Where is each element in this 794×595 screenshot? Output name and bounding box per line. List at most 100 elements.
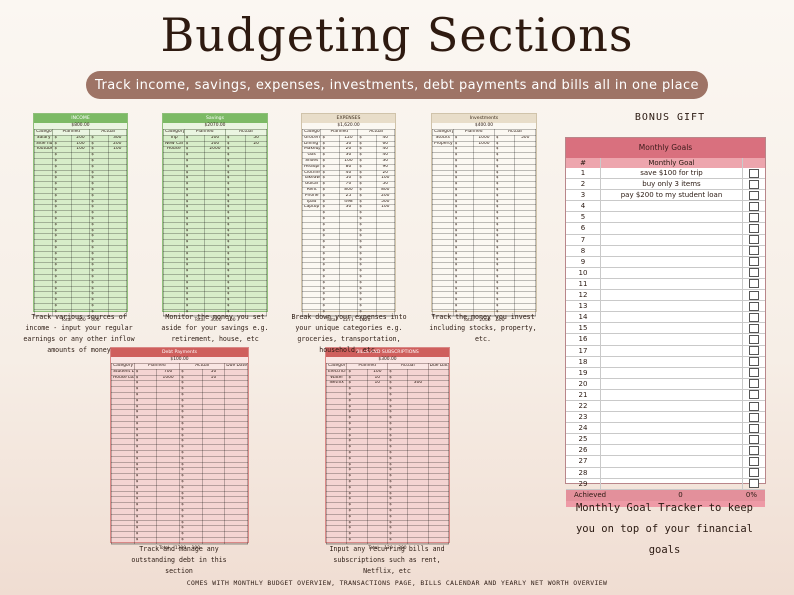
table-cell[interactable] xyxy=(245,169,267,177)
investments-sheet[interactable]: Investments $400.00 Category Planned Actual S… xyxy=(431,113,537,323)
table-cell[interactable] xyxy=(156,507,180,515)
table-cell[interactable]: Shoes xyxy=(301,158,322,165)
table-cell[interactable]: 20 xyxy=(375,169,396,177)
goal-text[interactable] xyxy=(601,456,743,467)
table-cell[interactable] xyxy=(514,308,536,316)
table-cell[interactable] xyxy=(375,215,396,223)
table-cell[interactable] xyxy=(514,181,536,188)
goal-text[interactable] xyxy=(601,234,743,245)
goal-checkbox[interactable] xyxy=(749,445,759,455)
goal-text[interactable] xyxy=(601,345,743,356)
table-cell[interactable] xyxy=(245,210,267,217)
goal-row[interactable]: 14 xyxy=(566,312,765,324)
goal-text[interactable] xyxy=(601,267,743,278)
table-cell[interactable] xyxy=(514,158,536,165)
goal-text[interactable] xyxy=(601,201,743,212)
table-cell[interactable] xyxy=(245,181,267,188)
table-cell[interactable] xyxy=(514,146,536,154)
table-cell[interactable] xyxy=(107,227,128,235)
table-row[interactable]: $ $ xyxy=(325,397,450,405)
table-row[interactable]: $ $ xyxy=(33,308,128,316)
table-cell[interactable] xyxy=(514,244,536,252)
goal-checkbox[interactable] xyxy=(749,323,759,333)
goal-row[interactable]: 17 xyxy=(566,345,765,357)
table-cell[interactable]: 100 xyxy=(375,204,396,212)
goal-checkbox[interactable] xyxy=(749,379,759,389)
table-row[interactable]: $ $ xyxy=(33,186,128,194)
goal-row[interactable]: 9 xyxy=(566,256,765,268)
table-row[interactable]: $ $ xyxy=(33,192,128,200)
goal-text[interactable] xyxy=(601,334,743,345)
table-cell[interactable] xyxy=(514,192,536,200)
table-cell[interactable]: Headphones xyxy=(301,163,322,171)
table-row[interactable]: $ $ xyxy=(432,239,536,246)
table-row[interactable]: Takeaway$50$100 xyxy=(301,175,396,183)
table-row[interactable]: $ $ xyxy=(301,215,396,223)
table-cell[interactable]: Guitar xyxy=(301,181,322,188)
table-row[interactable]: $ $ xyxy=(163,210,267,217)
goal-row[interactable]: 27 xyxy=(566,456,765,468)
goal-text[interactable] xyxy=(601,378,743,389)
table-cell[interactable] xyxy=(107,210,128,217)
table-cell[interactable]: 200 xyxy=(107,140,128,148)
table-row[interactable]: $ $ xyxy=(163,158,267,165)
table-cell[interactable] xyxy=(245,163,267,171)
table-row[interactable]: $ $ xyxy=(301,308,396,316)
goal-text[interactable] xyxy=(601,478,743,489)
goal-checkbox[interactable] xyxy=(749,279,759,289)
goal-text[interactable] xyxy=(601,467,743,478)
table-cell[interactable]: $ xyxy=(178,536,203,544)
table-row[interactable]: $ $ xyxy=(33,204,128,212)
goal-row[interactable]: 18 xyxy=(566,356,765,368)
table-row[interactable]: $ $ xyxy=(432,146,536,154)
table-row[interactable]: $ $ xyxy=(432,233,536,241)
table-cell[interactable] xyxy=(111,519,135,527)
table-cell[interactable]: Netflix xyxy=(325,380,348,388)
goal-checkbox[interactable] xyxy=(749,434,759,444)
table-cell[interactable] xyxy=(427,513,450,521)
table-cell[interactable]: 500 xyxy=(514,134,536,142)
goal-checkbox[interactable] xyxy=(749,257,759,267)
goal-text[interactable] xyxy=(601,356,743,367)
table-row[interactable]: $ $ xyxy=(33,158,128,165)
table-row[interactable]: $ $ xyxy=(432,175,536,183)
goal-row[interactable]: 12 xyxy=(566,290,765,302)
goal-row[interactable]: 11 xyxy=(566,278,765,291)
table-row[interactable]: Laptop $30 $100 xyxy=(301,204,396,212)
table-cell[interactable]: 40 xyxy=(375,152,396,159)
table-cell[interactable] xyxy=(224,531,248,538)
table-row[interactable]: $ $ xyxy=(163,175,267,183)
table-cell[interactable] xyxy=(514,204,536,212)
table-cell[interactable] xyxy=(224,519,248,527)
table-row[interactable]: Rent $800 $800 xyxy=(301,186,396,194)
table-cell[interactable] xyxy=(375,221,396,229)
table-cell[interactable]: 800 xyxy=(375,186,396,194)
table-row[interactable]: $ $ xyxy=(33,210,128,217)
table-cell[interactable] xyxy=(325,536,348,544)
table-cell[interactable] xyxy=(245,227,267,235)
table-cell[interactable] xyxy=(224,507,248,515)
table-row[interactable]: $ $ xyxy=(33,198,128,206)
table-cell[interactable]: House Loan xyxy=(111,374,135,382)
table-cell[interactable] xyxy=(375,227,396,235)
table-cell[interactable]: 300 xyxy=(107,134,128,142)
table-cell[interactable] xyxy=(245,308,267,316)
table-cell[interactable] xyxy=(107,175,128,183)
table-cell[interactable] xyxy=(245,186,267,194)
table-row[interactable]: Youtube $100 $100 xyxy=(33,146,128,154)
table-row[interactable]: $ $ xyxy=(33,256,128,264)
table-cell[interactable] xyxy=(514,210,536,217)
table-cell[interactable]: $ xyxy=(178,525,203,533)
table-row[interactable]: $ $ xyxy=(163,204,267,212)
goal-text[interactable]: buy only 3 items xyxy=(601,179,743,190)
table-cell[interactable] xyxy=(156,536,180,544)
table-row[interactable]: $ $ xyxy=(432,250,536,258)
table-row[interactable]: $ $ xyxy=(432,308,536,316)
table-cell[interactable] xyxy=(366,536,388,544)
table-cell[interactable]: $ xyxy=(178,513,203,521)
table-cell[interactable] xyxy=(107,308,128,316)
goal-text[interactable] xyxy=(601,423,743,434)
goal-text[interactable]: pay $200 to my student loan xyxy=(601,190,743,201)
table-row[interactable]: $ $ xyxy=(33,169,128,177)
table-row[interactable]: Property $1000 $ xyxy=(432,140,536,148)
